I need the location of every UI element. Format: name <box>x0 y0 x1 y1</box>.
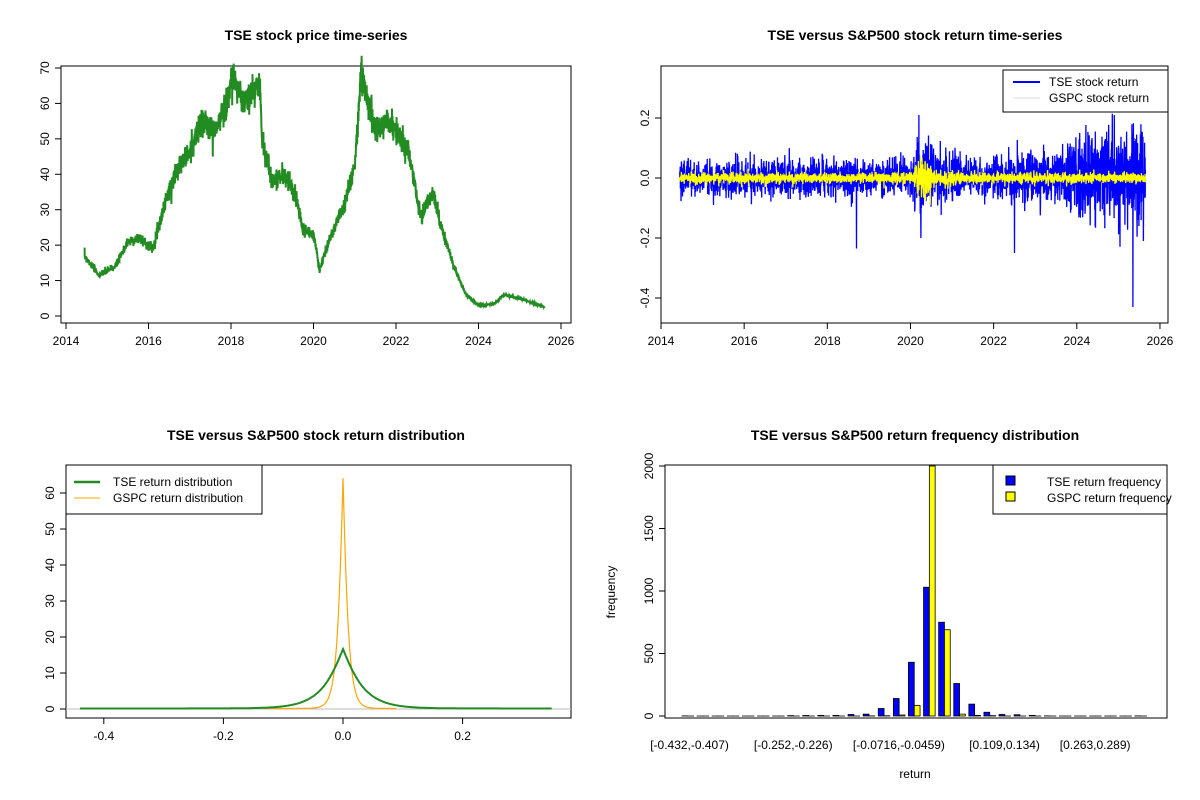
y-tick-label: 50 <box>38 132 52 146</box>
tse-bar <box>832 714 840 717</box>
x-tick-label: 0.2 <box>454 729 471 743</box>
y-tick-label: 1500 <box>642 515 656 542</box>
tse-bar <box>1028 714 1036 717</box>
gspc-bar <box>944 629 951 717</box>
x-tick-label: 2024 <box>465 334 492 348</box>
tse-bar <box>953 683 960 717</box>
legend3-0: TSE return distribution <box>113 475 232 489</box>
x-tick-label: 2024 <box>1063 334 1090 348</box>
y-tick-label: 0 <box>38 312 52 319</box>
x-tick-label: 2026 <box>1147 334 1174 348</box>
x-tick-label: 2020 <box>300 334 327 348</box>
legend4-1: GSPC return frequency <box>1047 491 1172 505</box>
y-tick-label: 20 <box>38 238 52 252</box>
y-tick-label: 20 <box>43 630 57 644</box>
x-tick-label: 2026 <box>548 334 575 348</box>
tse-bar <box>908 661 915 717</box>
y-tick-label: 0.0 <box>638 169 652 186</box>
plot2-title: TSE versus S&P500 stock return time-seri… <box>768 27 1063 43</box>
gspc-bar <box>898 714 906 717</box>
x-tick-label: 0.0 <box>335 729 352 743</box>
legend2-1: GSPC stock return <box>1049 91 1149 105</box>
x-tick-label: 2014 <box>53 334 80 348</box>
tse-bar <box>817 714 825 717</box>
x-tick-label: 2022 <box>383 334 410 348</box>
tse-bar <box>983 711 991 717</box>
gspc-return-line <box>679 154 1147 206</box>
tse-bar <box>998 714 1006 717</box>
x-tick-label: 2016 <box>731 334 758 348</box>
plot3-title: TSE versus S&P500 stock return distribut… <box>167 427 465 443</box>
plot1-frame <box>60 65 572 324</box>
gspc-bar <box>959 713 966 717</box>
x-tick-label: 2018 <box>814 334 841 348</box>
tse-bar <box>877 708 885 717</box>
x-tick-label: [-0.0716,-0.0459) <box>853 738 945 752</box>
tse-return-line <box>679 113 1147 308</box>
y-tick-label: 1000 <box>642 577 656 604</box>
gspc-bar <box>928 465 936 717</box>
legend4-0: TSE return frequency <box>1047 475 1161 489</box>
x-tick-label: 2020 <box>897 334 924 348</box>
gspc-return-distribution-line <box>265 478 397 710</box>
gspc-bar <box>974 714 981 717</box>
y-tick-label: 0 <box>43 705 57 712</box>
plot1-title: TSE stock price time-series <box>225 27 408 43</box>
y-tick-label: 2000 <box>642 452 656 479</box>
tse-bar <box>938 621 945 717</box>
legend4-swatch-gspc <box>1005 491 1016 502</box>
y-tick-label: 50 <box>43 522 57 536</box>
tse-bar <box>968 703 976 717</box>
y-tick-label: 500 <box>642 643 656 663</box>
y-tick-label: 0 <box>642 712 656 719</box>
plot4-title: TSE versus S&P500 return frequency distr… <box>751 427 1079 443</box>
y-tick-label: 60 <box>38 96 52 110</box>
plot4-xlabel: return <box>899 767 930 781</box>
y-tick-label: 0.2 <box>638 109 652 126</box>
y-tick-label: -0.4 <box>638 287 652 308</box>
tse-bar <box>847 714 855 717</box>
legend2-box <box>1002 69 1169 113</box>
x-tick-label: [-0.432,-0.407) <box>650 738 729 752</box>
y-tick-label: 30 <box>43 594 57 608</box>
x-tick-label: -0.2 <box>213 729 234 743</box>
y-tick-label: 30 <box>38 203 52 217</box>
gspc-bar <box>913 704 921 717</box>
y-tick-label: 40 <box>38 167 52 181</box>
y-tick-label: 60 <box>43 486 57 500</box>
tse-bar <box>1013 714 1021 717</box>
y-tick-label: 10 <box>38 274 52 288</box>
tse-bar <box>802 715 809 717</box>
legend3-1: GSPC return distribution <box>113 491 243 505</box>
plot4-ylabel: frequency <box>604 566 618 619</box>
x-tick-label: 2014 <box>648 334 675 348</box>
y-tick-label: 70 <box>38 61 52 75</box>
tse-price-line <box>83 55 546 311</box>
y-tick-label: 40 <box>43 558 57 572</box>
x-tick-label: -0.4 <box>93 729 114 743</box>
x-tick-label: 2016 <box>135 334 162 348</box>
legend3-box <box>65 464 263 515</box>
legend2-0: TSE stock return <box>1049 75 1138 89</box>
tse-bar <box>923 586 930 717</box>
legend4-swatch-tse <box>1005 475 1016 486</box>
legend4-box <box>992 464 1168 515</box>
x-tick-label: [-0.252,-0.226) <box>754 738 833 752</box>
tse-bar <box>892 698 900 717</box>
y-tick-label: -0.2 <box>638 227 652 248</box>
x-tick-label: 2022 <box>980 334 1007 348</box>
tse-bar <box>862 713 870 717</box>
x-tick-label: [0.109,0.134) <box>969 738 1040 752</box>
y-tick-label: 10 <box>43 666 57 680</box>
tse-return-distribution-line <box>79 646 552 710</box>
x-tick-label: 2018 <box>218 334 245 348</box>
x-tick-label: [0.263,0.289) <box>1060 738 1131 752</box>
